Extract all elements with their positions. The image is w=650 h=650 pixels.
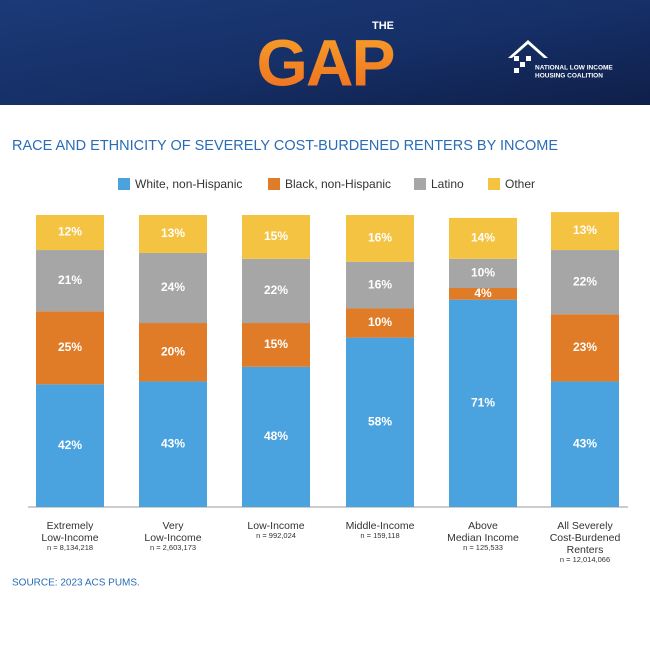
bar-segment — [449, 288, 517, 300]
x-tick-label: Low-Income — [41, 532, 98, 544]
x-tick-label: Median Income — [447, 532, 519, 544]
data-label: 23% — [573, 340, 597, 354]
data-label: 20% — [161, 344, 185, 358]
data-label: 4% — [474, 286, 492, 300]
data-label: 48% — [264, 429, 288, 443]
bar-segment — [449, 299, 517, 507]
legend-label: Black, non-Hispanic — [285, 177, 391, 191]
legend-swatch — [488, 178, 500, 190]
bar-segment — [139, 215, 207, 253]
x-tick-label: Middle-Income — [346, 520, 415, 532]
data-label: 14% — [471, 231, 495, 245]
x-tick-label: Very — [162, 520, 184, 532]
bar-segment — [449, 217, 517, 259]
bar-segment — [139, 381, 207, 507]
bar-segment — [449, 258, 517, 288]
bar-segment — [346, 261, 414, 309]
x-tick-label: Renters — [567, 544, 604, 556]
data-label: 16% — [368, 277, 392, 291]
data-label: 15% — [264, 337, 288, 351]
bar-segment — [242, 323, 310, 367]
bar-segment — [242, 215, 310, 259]
org-name: HOUSING COALITION — [535, 73, 603, 80]
data-label: 42% — [58, 438, 82, 452]
bar-segment — [551, 381, 619, 507]
chart-title: RACE AND ETHNICITY OF SEVERELY COST-BURD… — [12, 138, 558, 154]
x-tick-label: Above — [468, 520, 498, 532]
data-label: 22% — [573, 274, 597, 288]
org-name: NATIONAL LOW INCOME — [535, 65, 613, 72]
n-label: n = 992,024 — [256, 531, 296, 540]
data-label: 25% — [58, 340, 82, 354]
data-label: 43% — [161, 436, 185, 450]
legend-swatch — [118, 178, 130, 190]
bar-segment — [36, 215, 104, 251]
legend-label: Latino — [431, 177, 464, 191]
data-label: 13% — [161, 226, 185, 240]
data-label: 71% — [471, 396, 495, 410]
source: SOURCE: 2023 ACS PUMS. — [12, 578, 140, 589]
data-label: 16% — [368, 231, 392, 245]
x-tick-label: Cost-Burdened — [550, 532, 621, 544]
data-label: 22% — [264, 283, 288, 297]
data-label: 10% — [471, 266, 495, 280]
bar-segment — [346, 215, 414, 262]
bar-segment — [551, 314, 619, 382]
data-label: 24% — [161, 280, 185, 294]
data-label: 43% — [573, 436, 597, 450]
bar-segment — [36, 384, 104, 507]
bar-segment — [139, 252, 207, 324]
x-tick-label: Low-Income — [144, 532, 201, 544]
n-label: n = 125,533 — [463, 543, 503, 552]
logo: GAP — [256, 25, 393, 99]
legend-swatch — [414, 178, 426, 190]
data-label: 12% — [58, 225, 82, 239]
legend-swatch — [268, 178, 280, 190]
x-tick-label: All Severely — [557, 520, 613, 532]
x-tick-label: Low-Income — [247, 520, 304, 532]
bar-segment — [551, 212, 619, 251]
bar-segment — [139, 323, 207, 382]
n-label: n = 159,118 — [360, 531, 399, 540]
bar-segment — [36, 311, 104, 385]
data-label: 15% — [264, 229, 288, 243]
bar-segment — [346, 308, 414, 338]
bar-segment — [346, 337, 414, 507]
legend-label: Other — [505, 177, 535, 191]
org-icon — [508, 40, 548, 73]
bar-segment — [242, 258, 310, 324]
data-label: 13% — [573, 223, 597, 237]
legend-label: White, non-Hispanic — [135, 177, 242, 191]
data-label: 21% — [58, 273, 82, 287]
n-label: n = 2,603,173 — [150, 543, 196, 552]
data-label: 10% — [368, 315, 392, 329]
n-label: n = 12,014,066 — [560, 555, 610, 564]
data-label: 58% — [368, 414, 392, 428]
bar-segment — [551, 250, 619, 315]
x-tick-label: Extremely — [47, 520, 94, 532]
bar-segment — [242, 366, 310, 507]
bar-segment — [36, 250, 104, 312]
n-label: n = 8,134,218 — [47, 543, 93, 552]
logo-small: THE — [372, 20, 394, 32]
